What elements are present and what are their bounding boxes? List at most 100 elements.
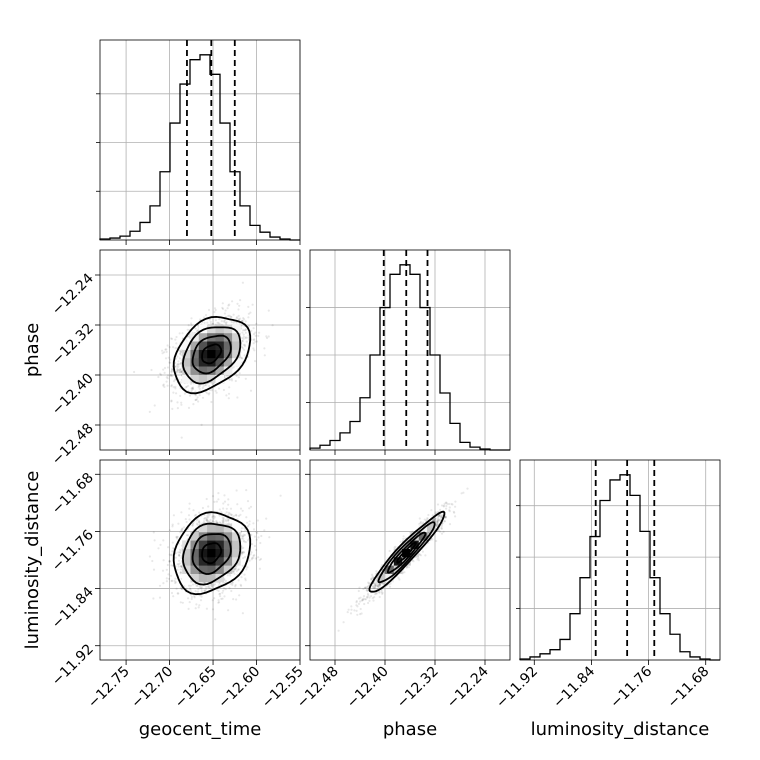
scatter-point [193, 596, 196, 599]
scatter-point [233, 514, 236, 517]
scatter-point [248, 523, 251, 526]
scatter-point [159, 372, 162, 375]
scatter-point [243, 345, 247, 348]
density-cell [198, 374, 208, 384]
scatter-point [206, 514, 209, 518]
density-cell [223, 565, 233, 574]
scatter-point [165, 568, 168, 571]
scatter-point [213, 517, 216, 520]
scatter-point [208, 587, 212, 590]
scatter-point [255, 538, 258, 541]
scatter-point [176, 535, 179, 538]
scatter-point [213, 307, 217, 310]
density-cell [207, 548, 216, 558]
scatter-point [444, 515, 447, 519]
scatter-point [374, 585, 377, 588]
scatter-point [211, 516, 214, 519]
panel-frame [99, 39, 301, 241]
scatter-point [421, 550, 424, 553]
scatter-point [180, 354, 183, 357]
scatter-point [212, 514, 215, 518]
scatter-point [378, 583, 381, 586]
scatter-point [364, 586, 367, 589]
scatter-point [166, 366, 170, 369]
density-cell [207, 523, 216, 533]
scatter-point [436, 519, 439, 522]
scatter-point [244, 337, 247, 340]
scatter-point [257, 556, 260, 559]
scatter-point [174, 556, 177, 559]
scatter-point [462, 491, 465, 494]
scatter-point [133, 370, 136, 374]
scatter-point [377, 585, 380, 588]
scatter-point [254, 360, 257, 363]
density-cell [207, 349, 216, 359]
scatter-point [246, 566, 249, 569]
scatter-point [179, 568, 182, 571]
scatter-point [362, 597, 365, 600]
scatter-point [173, 579, 176, 583]
scatter-point [388, 549, 391, 553]
scatter-point [168, 553, 171, 556]
scatter-point [454, 500, 457, 503]
scatter-point [217, 589, 220, 593]
density-cell [215, 548, 225, 558]
scatter-point [250, 533, 253, 537]
scatter-point [357, 597, 361, 600]
scatter-point [217, 387, 221, 390]
scatter-point [241, 535, 244, 538]
scatter-point [229, 512, 232, 515]
scatter-point [172, 514, 175, 517]
scatter-point [226, 307, 229, 310]
scatter-point [166, 374, 170, 377]
scatter-point [207, 585, 210, 588]
density-cell [232, 332, 241, 342]
density-cell [190, 357, 200, 367]
scatter-point [177, 563, 180, 566]
scatter-point [258, 331, 261, 334]
scatter-point [194, 590, 197, 593]
scatter-point [252, 342, 255, 345]
scatter-point [217, 601, 221, 604]
scatter-point [200, 423, 203, 426]
density-cell [198, 332, 208, 342]
scatter-point [266, 336, 269, 340]
scatter-point [399, 540, 402, 544]
scatter-point [226, 574, 229, 577]
scatter-point [373, 586, 377, 589]
scatter-point [436, 520, 439, 524]
y-tick-label: −11.92 [49, 641, 97, 689]
scatter-point [367, 594, 370, 597]
scatter-point [211, 515, 214, 518]
scatter-point [240, 551, 243, 554]
scatter-point [205, 516, 208, 520]
scatter-point [248, 559, 251, 562]
scatter-point [169, 374, 173, 377]
scatter-point [388, 585, 392, 588]
scatter-point [161, 352, 164, 355]
density-cell [207, 374, 216, 384]
scatter-point [231, 581, 234, 584]
scatter-point [206, 519, 209, 522]
scatter-point [440, 532, 444, 535]
scatter-point [222, 388, 225, 392]
scatter-point [448, 502, 451, 506]
scatter-point [181, 588, 184, 591]
scatter-point [170, 370, 173, 374]
scatter-point [250, 543, 254, 546]
scatter-point [263, 354, 266, 357]
scatter-point [231, 300, 234, 303]
scatter-point [214, 618, 217, 621]
scatter-point [422, 521, 425, 524]
scatter-point [359, 607, 362, 611]
scatter-point [201, 506, 204, 510]
scatter-point [431, 514, 434, 517]
scatter-point [441, 522, 444, 525]
scatter-point [224, 518, 227, 522]
scatter-point [240, 550, 244, 553]
scatter-point [195, 398, 198, 401]
scatter-point [366, 589, 369, 592]
density-cell [190, 341, 200, 350]
scatter-point [197, 606, 200, 609]
scatter-point [170, 554, 173, 557]
